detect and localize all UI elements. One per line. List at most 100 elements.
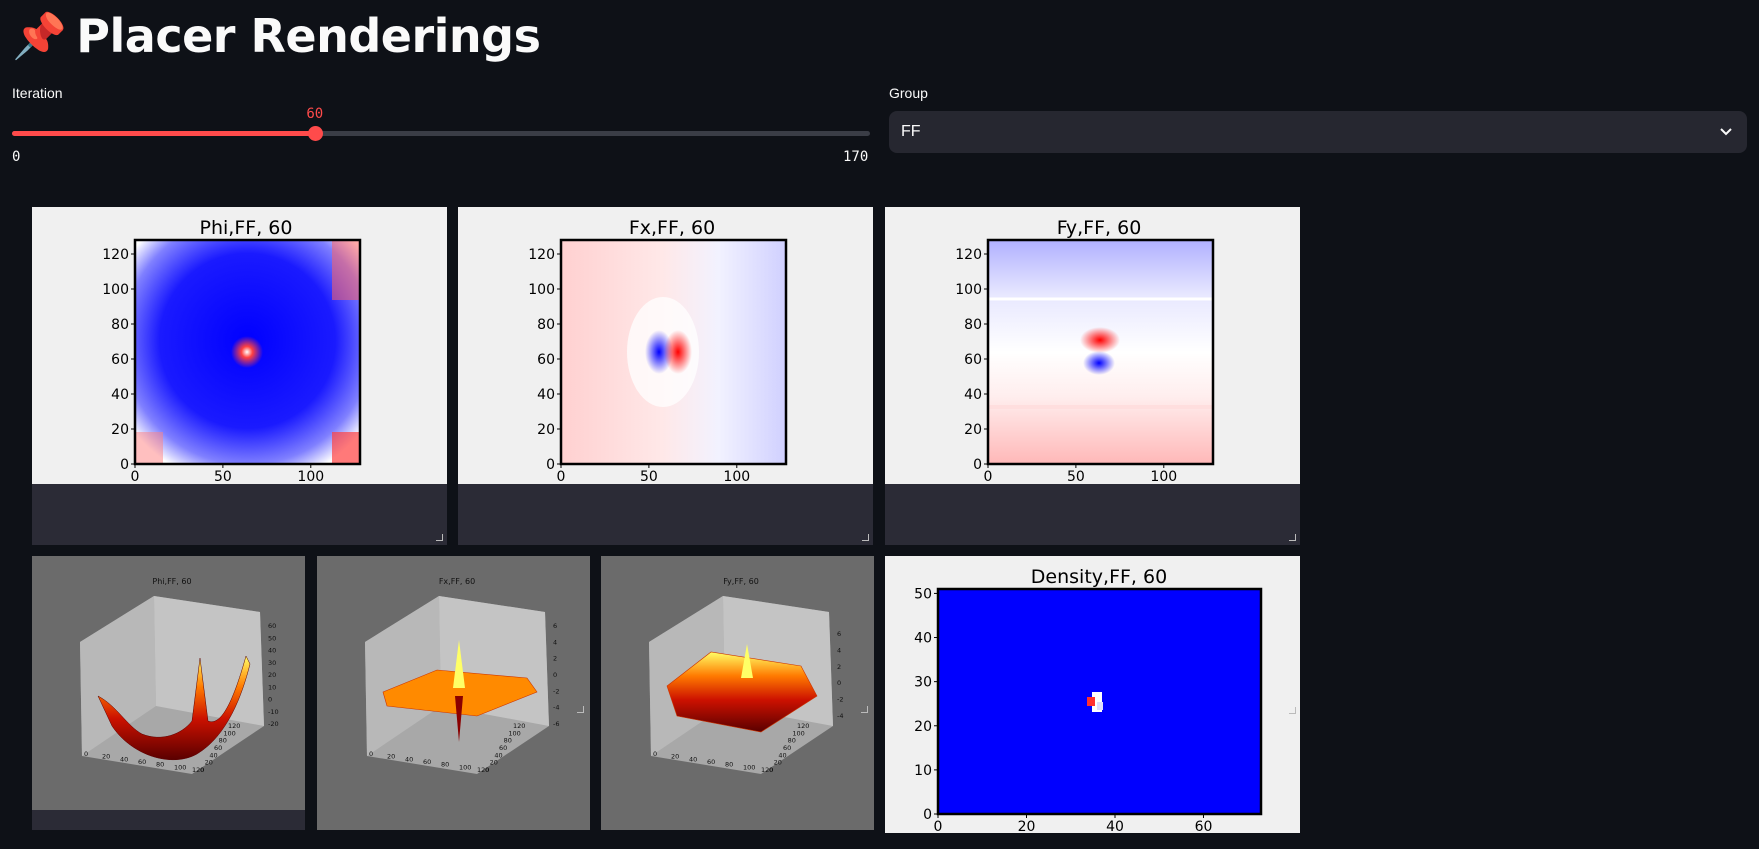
density-heatmap-chart: Density,FF, 60 0 10 20 30 40 50 0 20 40 60 [914,566,1263,833]
iteration-max-label: 170 [843,149,869,165]
x-tick-label: 40 [405,755,413,763]
heatmap-hotspot [1097,702,1103,710]
fy-heatmap-panel: Fy,FF, 60 0 20 40 60 80 100 120 0 50 100 [885,207,1300,545]
x-tick-label: 120 [477,766,489,774]
plot-frame [133,238,362,466]
resize-handle[interactable] [577,706,584,713]
resize-handle[interactable] [1289,707,1296,714]
y-tick-label: 100 [528,282,555,298]
y-tick-label: 0 [769,766,773,774]
z-tick-label: -20 [268,720,279,728]
chart-title: Fy,FF, 60 [723,577,759,586]
page-title-text: Placer Renderings [76,9,541,63]
group-label: Group [889,85,928,101]
phi-heatmap-panel: Phi,FF, 60 0 20 40 60 80 100 120 0 50 100 [32,207,447,545]
y-tick-label: 10 [914,763,932,779]
resize-handle[interactable] [436,534,443,541]
fx-heatmap-panel: Fx,FF, 60 0 20 40 60 80 100 120 0 50 100 [458,207,873,545]
y-tick-label: 120 [513,722,525,730]
chart-title: Phi,FF, 60 [152,577,191,586]
x-tick-label: 120 [761,766,773,774]
z-tick-label: 30 [268,659,276,667]
heatmap-field [332,432,360,464]
axes-wall [365,596,441,756]
surface-peak [741,644,753,678]
resize-handle[interactable] [862,534,869,541]
iteration-value: 60 [306,106,324,122]
resize-handle[interactable] [1289,534,1296,541]
heatmap-field [332,240,360,300]
resize-handle[interactable] [861,706,868,713]
x-tick-label: 40 [1106,819,1124,833]
y-tick-label: 20 [537,422,555,438]
x-tick-label: 50 [640,469,658,484]
x-tick-label: 100 [743,763,755,771]
y-tick-label: 80 [111,317,129,333]
y-tick-label: 20 [914,719,932,735]
y-tick-label: 60 [499,744,507,752]
y-tick-label: 80 [537,317,555,333]
z-tick-label: 0 [837,679,841,687]
y-tick-label: 120 [528,247,555,263]
x-tick-label: 40 [689,755,697,763]
y-tick-label: 120 [228,722,240,730]
phi-surface-panel: Phi,FF, 60 60 50 40 30 20 10 0 -10 -20 0 20 40 60 80… [32,556,305,830]
y-tick-label: 60 [214,744,222,752]
heatmap-hotspot [1080,327,1120,353]
pushpin-icon: 📌 [12,11,67,62]
y-tick-label: 120 [797,722,809,730]
y-tick-label: 80 [788,737,796,745]
group-select[interactable]: FF [889,111,1747,153]
y-tick-label: 20 [774,759,782,767]
panel-strip [32,484,447,545]
slider-thumb[interactable] [307,126,323,141]
y-tick-label: 40 [494,751,502,759]
z-tick-label: 4 [837,646,841,654]
group-selected-value: FF [901,123,921,140]
y-tick-label: 60 [964,352,982,368]
z-tick-label: 0 [553,671,557,679]
surface-trough [455,696,463,742]
plot-frame [986,238,1215,466]
x-tick-label: 20 [671,753,679,761]
y-tick-label: 30 [914,675,932,691]
z-tick-label: 10 [268,683,276,691]
heatmap-hotspot [664,330,692,374]
panel-strip [458,484,873,545]
x-tick-label: 60 [138,758,146,766]
y-tick-label: 100 [508,729,520,737]
fy-surface-panel: Fy,FF, 60 6 4 2 0 -2 -4 0 20 40 60 80 100 120 120 100… [601,556,874,830]
y-tick-label: 80 [219,737,227,745]
x-tick-label: 20 [387,753,395,761]
phi-heatmap-chart: Phi,FF, 60 0 20 40 60 80 100 120 0 50 100 [102,217,362,485]
y-tick-label: 20 [964,422,982,438]
plot-frame [936,587,1263,816]
surface-mesh [97,655,251,761]
y-tick-label: 20 [490,759,498,767]
z-tick-label: -6 [553,720,559,728]
x-tick-label: 0 [369,750,373,758]
x-tick-label: 60 [1195,819,1213,833]
y-tick-label: 40 [778,751,786,759]
x-tick-label: 0 [131,469,140,484]
y-tick-label: 0 [120,457,129,473]
x-tick-label: 60 [423,758,431,766]
z-tick-label: -2 [837,696,843,704]
y-tick-label: 100 [955,282,982,298]
page-title: 📌 Placer Renderings [12,6,541,66]
y-tick-label: 100 [223,729,235,737]
heatmap-field [135,432,163,464]
iteration-slider[interactable] [12,126,870,141]
y-tick-label: 40 [209,751,217,759]
chart-title: Fx,FF, 60 [629,217,715,239]
chevron-down-icon [1720,128,1732,136]
z-tick-label: 20 [268,671,276,679]
y-tick-label: 120 [102,247,129,263]
iteration-label: Iteration [12,85,63,101]
heatmap-hotspot [1083,351,1115,375]
density-heatmap-panel: Density,FF, 60 0 10 20 30 40 50 0 20 40 60 [885,556,1300,833]
z-tick-label: 60 [268,622,276,630]
fy-heatmap-chart: Fy,FF, 60 0 20 40 60 80 100 120 0 50 100 [955,217,1215,485]
